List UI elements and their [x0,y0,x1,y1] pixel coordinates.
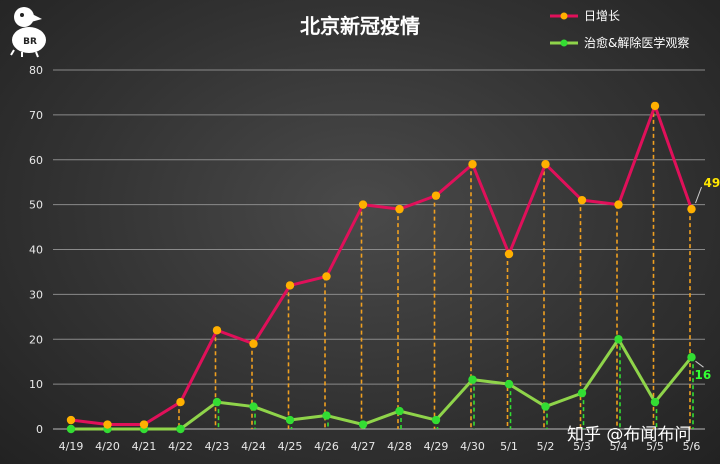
point-daily-growth-4-29 [431,191,441,200]
x-tick-label-4-23: 4/23 [205,440,230,453]
logo-icon: BR [10,7,46,58]
point-daily-growth-5-5 [650,101,660,111]
x-tick-label-4-26: 4/26 [314,440,339,453]
point-daily-growth-4-26 [322,272,331,281]
point-recovered-4-23 [212,397,222,407]
point-recovered-5-3 [577,388,587,398]
point-recovered-4-24 [249,402,258,411]
x-tick-label-4-30: 4/30 [460,440,485,453]
point-daily-growth-5-4 [614,200,623,209]
leader-line-red [695,186,702,204]
point-daily-growth-4-19 [66,415,76,425]
point-daily-growth-4-30 [468,160,477,169]
point-recovered-4-28 [395,406,404,416]
x-tick-label-5-6: 5/6 [683,440,701,453]
legend-item-daily-growth: 日增长 [550,9,620,23]
x-tick-label-4-20: 4/20 [95,440,120,453]
grid-lines [53,69,705,430]
data-label-daily-growth-last: 49 [704,176,720,190]
y-tick-label-60: 60 [29,154,43,167]
x-tick-label-5-4: 5/4 [610,440,628,453]
point-daily-growth-5-1 [504,249,514,259]
data-labels: 49 16 [695,176,720,382]
x-tick-label-4-27: 4/27 [351,440,376,453]
series-lines [70,104,693,431]
x-axis-ticks: 4/19 4/20 4/21 4/22 4/23 4/24 4/25 4/26 4/27 4/28… [59,440,701,453]
point-daily-growth-4-28 [395,204,404,214]
point-daily-growth-4-21 [139,420,149,429]
x-tick-label-4-24: 4/24 [241,440,266,453]
point-daily-growth-4-20 [103,420,112,429]
point-recovered-4-25 [285,415,295,425]
point-daily-growth-4-27 [358,200,368,209]
point-daily-growth-4-24 [249,339,258,348]
y-tick-label-50: 50 [29,199,43,212]
point-recovered-4-27 [358,420,368,429]
y-tick-label-20: 20 [29,333,43,346]
x-tick-label-4-28: 4/28 [387,440,412,453]
legend: 日增长 治愈&解除医学观察 [550,9,689,50]
legend-item-recovered: 治愈&解除医学观察 [550,35,689,50]
point-daily-growth-5-3 [577,195,587,205]
series-points [66,101,696,434]
y-tick-label-0: 0 [36,423,43,436]
point-daily-growth-4-23 [212,326,222,335]
x-tick-label-4-21: 4/21 [132,440,157,453]
point-daily-growth-4-25 [285,281,295,290]
point-recovered-4-22 [176,424,185,434]
logo-text: BR [23,37,37,47]
point-daily-growth-4-22 [176,397,185,407]
x-tick-label-5-5: 5/5 [646,440,664,453]
x-tick-label-5-3: 5/3 [573,440,591,453]
data-label-recovered-last: 16 [695,368,712,382]
x-tick-label-4-29: 4/29 [424,440,449,453]
leader-line-green [695,360,704,368]
point-recovered-5-4 [614,335,623,344]
point-recovered-4-19 [66,424,76,434]
chart-title: 北京新冠疫情 [300,14,420,38]
x-tick-label-4-25: 4/25 [278,440,303,453]
y-tick-label-80: 80 [29,64,43,77]
y-tick-label-10: 10 [29,378,43,391]
x-tick-label-5-1: 5/1 [500,440,518,453]
x-tick-label-4-22: 4/22 [168,440,193,453]
drop-lines [68,105,694,429]
y-axis-ticks: 0 10 20 30 40 50 60 70 80 [29,64,43,436]
point-recovered-5-2 [541,402,550,411]
series-line-recovered [71,337,693,431]
watermark-text: 知乎 @布闻布问 [567,425,691,445]
point-recovered-4-26 [322,411,331,420]
point-daily-growth-5-2 [541,160,550,169]
legend-label-recovered: 治愈&解除医学观察 [584,35,689,50]
y-tick-label-70: 70 [29,109,43,122]
point-recovered-4-30 [468,375,477,384]
y-tick-label-40: 40 [29,244,43,257]
point-recovered-4-29 [431,415,441,425]
point-recovered-5-5 [650,397,660,407]
series-line-daily-growth [70,104,693,427]
point-recovered-5-6 [687,353,696,362]
x-tick-label-5-2: 5/2 [537,440,555,453]
x-tick-label-4-19: 4/19 [59,440,84,453]
point-daily-growth-5-6 [687,204,696,214]
y-tick-label-30: 30 [29,288,43,301]
point-recovered-5-1 [504,379,514,389]
legend-label-daily-growth: 日增长 [584,9,620,23]
